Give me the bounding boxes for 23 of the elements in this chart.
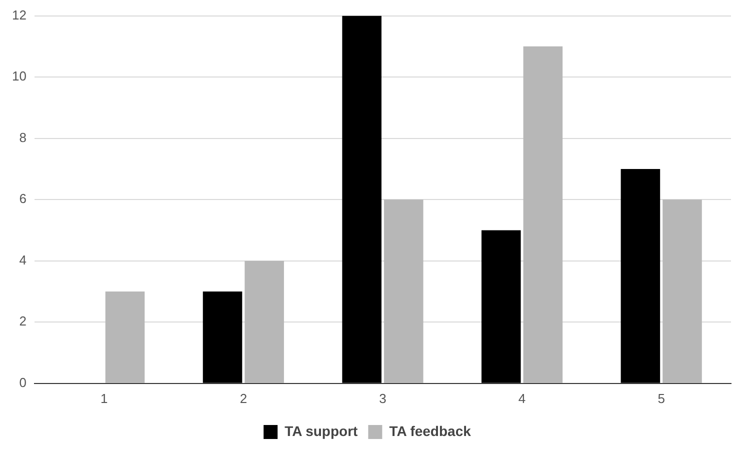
bar [482, 230, 521, 383]
x-tick-label: 3 [379, 390, 386, 406]
y-tick-label: 2 [19, 314, 26, 329]
y-tick-label: 8 [19, 130, 26, 145]
y-tick-label: 0 [19, 374, 26, 390]
bar [105, 292, 145, 383]
bar [384, 200, 424, 383]
x-tick-label: 4 [518, 390, 526, 406]
legend-label: TA support [284, 422, 358, 439]
x-tick-label: 1 [100, 390, 108, 406]
bar [202, 292, 242, 383]
y-tick-label: 12 [12, 7, 26, 22]
y-tick-label: 4 [19, 252, 26, 268]
bar [342, 16, 382, 383]
y-tick-label: 6 [19, 191, 26, 206]
bar [244, 260, 284, 383]
y-tick-label: 10 [12, 68, 26, 84]
bar [620, 168, 660, 383]
legend-label: TA feedback [389, 422, 472, 439]
x-tick-label: 2 [240, 390, 248, 406]
x-tick-label: 5 [658, 390, 665, 406]
bar [523, 46, 563, 383]
bar [662, 200, 702, 383]
